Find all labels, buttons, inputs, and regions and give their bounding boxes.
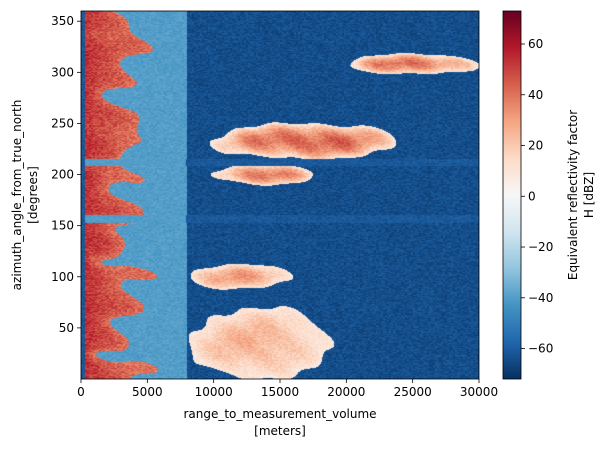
- heatmap-canvas: [81, 11, 479, 379]
- x-tick-label: 10000: [195, 385, 233, 399]
- colorbar-label-line1: Equivalent reflectivity factor: [566, 110, 580, 280]
- colorbar-tick-label: 60: [528, 37, 543, 51]
- y-tick-label: 150: [51, 219, 74, 233]
- x-axis: 0 5000 10000 15000 20000 25000 30000: [77, 379, 498, 399]
- colorbar-fill: [503, 11, 521, 379]
- colorbar-tick-label: 40: [528, 88, 543, 102]
- colorbar-frame: [502, 10, 522, 380]
- colorbar: −60 −40 −20 0 20 40 60: [502, 10, 553, 380]
- x-tick-label: 25000: [394, 385, 432, 399]
- y-axis-units: [degrees]: [26, 166, 40, 224]
- y-tick-label: 200: [51, 168, 74, 182]
- colorbar-tick-label: −20: [528, 240, 553, 254]
- colorbar-label-line2: H [dBZ]: [582, 172, 596, 218]
- x-tick-label: 30000: [460, 385, 498, 399]
- x-tick-label: 0: [77, 385, 85, 399]
- colorbar-tick-label: 20: [528, 139, 543, 153]
- x-axis-units: [meters]: [254, 424, 306, 438]
- colorbar-tick-label: −60: [528, 342, 553, 356]
- y-tick-label: 350: [51, 14, 74, 28]
- y-tick-label: 100: [51, 270, 74, 284]
- x-tick-label: 20000: [327, 385, 365, 399]
- y-tick-label: 50: [59, 321, 74, 335]
- y-tick-label: 250: [51, 116, 74, 130]
- colorbar-tick-label: −40: [528, 291, 553, 305]
- y-axis: 50 100 150 200 250 300 350: [51, 14, 81, 335]
- colorbar-tick-label: 0: [528, 189, 536, 203]
- x-axis-label: range_to_measurement_volume: [183, 407, 376, 421]
- y-axis-label: azimuth_angle_from_true_north: [10, 100, 24, 291]
- x-tick-label: 15000: [261, 385, 299, 399]
- x-tick-label: 5000: [132, 385, 163, 399]
- y-tick-label: 300: [51, 65, 74, 79]
- colorbar-ticks: −60 −40 −20 0 20 40 60: [521, 37, 553, 356]
- plot-area: [80, 10, 480, 380]
